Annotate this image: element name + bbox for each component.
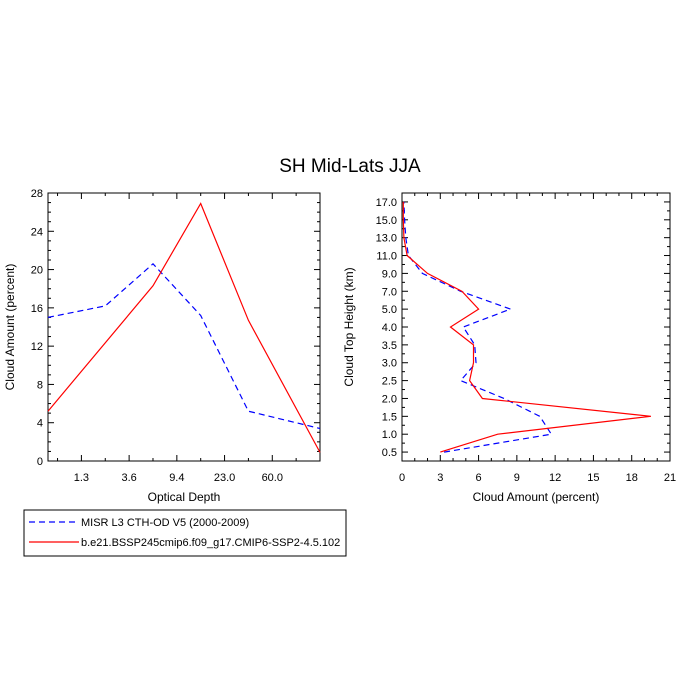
right-series-line-0: [403, 201, 553, 453]
right-y-tick-label: 0.5: [382, 447, 397, 459]
right-y-tick-label: 17.0: [376, 197, 397, 209]
right-plot-frame: [401, 192, 671, 462]
left-y-tick-label: 20: [31, 265, 43, 277]
right-y-tick-label: 3.5: [382, 340, 397, 352]
right-x-tick-label: 0: [399, 472, 405, 484]
left-series-line-1: [47, 202, 321, 453]
right-y-tick-label: 2.5: [382, 376, 397, 388]
right-x-tick-label: 15: [587, 472, 599, 484]
right-x-tick-label: 9: [514, 472, 520, 484]
left-y-tick-label: 24: [31, 226, 43, 238]
right-x-tick-label: 6: [476, 472, 482, 484]
left-x-tick-label: 1.3: [74, 472, 89, 484]
right-y-tick-label: 2.0: [382, 393, 397, 405]
right-y-tick-label: 15.0: [376, 215, 397, 227]
right-y-tick-label: 5.0: [382, 304, 397, 316]
right-y-tick-label: 13.0: [376, 233, 397, 245]
right-y-tick-label: 1.5: [382, 411, 397, 423]
figure-title: SH Mid-Lats JJA: [279, 156, 421, 177]
right-series-line-1: [402, 201, 651, 453]
right-chart: 0 3 6 9 12 15 18 21 0.5 1.0 1.5 2.0 2.5 3.0 3.5 4.0 5.0 7…: [342, 192, 676, 504]
left-x-axis-title: Optical Depth: [148, 490, 221, 504]
right-y-tick-label: 7.0: [382, 286, 397, 298]
left-x-tick-label: 9.4: [169, 472, 184, 484]
right-y-tick-label: 11.0: [376, 251, 397, 263]
left-x-tick-label: 60.0: [262, 472, 283, 484]
legend-box: [23, 509, 347, 557]
right-y-tick-label: 1.0: [382, 429, 397, 441]
legend-label-misr: MISR L3 CTH-OD V5 (2000-2009): [81, 517, 249, 529]
right-x-tick-label: 12: [549, 472, 561, 484]
legend: MISR L3 CTH-OD V5 (2000-2009) b.e21.BSSP…: [23, 509, 347, 557]
right-x-tick-label: 18: [626, 472, 638, 484]
legend-label-model: b.e21.BSSP245cmip6.f09_g17.CMIP6-SSP2-4.…: [81, 537, 340, 549]
left-x-tick-label: 3.6: [121, 472, 136, 484]
left-series-line-0: [47, 262, 321, 430]
left-y-tick-label: 28: [31, 188, 43, 200]
left-y-tick-label: 16: [31, 303, 43, 315]
right-x-axis-title: Cloud Amount (percent): [473, 490, 600, 504]
left-y-tick-label: 0: [37, 456, 43, 468]
right-x-tick-label: 3: [437, 472, 443, 484]
right-x-tick-label: 21: [664, 472, 676, 484]
left-chart: 0 4 8 12 16 20 24 28 1.3 3.6 9.4 23.0 60.0 Optical De…: [3, 188, 321, 504]
left-y-axis-title: Cloud Amount (percent): [3, 264, 17, 391]
left-x-tick-label: 23.0: [214, 472, 235, 484]
right-y-tick-label: 3.0: [382, 358, 397, 370]
left-y-tick-label: 4: [37, 418, 43, 430]
left-y-tick-label: 12: [31, 341, 43, 353]
right-y-tick-label: 9.0: [382, 268, 397, 280]
right-y-axis-title: Cloud Top Height (km): [342, 267, 356, 386]
right-y-tick-label: 4.0: [382, 322, 397, 334]
left-y-tick-label: 8: [37, 379, 43, 391]
